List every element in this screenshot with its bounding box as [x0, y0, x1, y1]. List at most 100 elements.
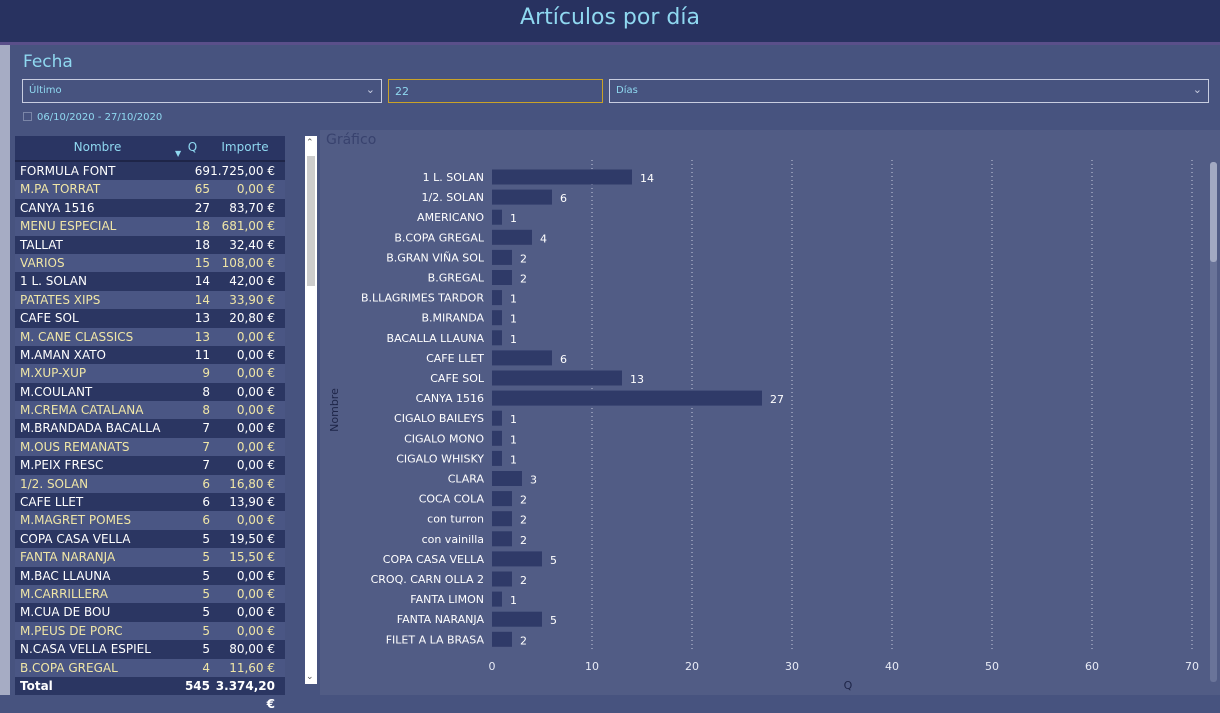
table-row[interactable]: M.AMAN XATO 11 0,00 €	[15, 345, 285, 365]
table-row[interactable]: 1/2. SOLAN 6 16,80 €	[15, 474, 285, 494]
bar	[492, 511, 512, 527]
table-row[interactable]: CAFE SOL 13 20,80 €	[15, 309, 285, 328]
table-row[interactable]: M.CREMA CATALANA 8 0,00 €	[15, 401, 285, 420]
table-row[interactable]: 1 L. SOLAN 14 42,00 €	[15, 272, 285, 291]
table-row[interactable]: COPA CASA VELLA 5 19,50 €	[15, 529, 285, 549]
cell-importe: 0,00 €	[236, 347, 275, 362]
cell-nombre: 1/2. SOLAN	[20, 476, 89, 491]
total-importe: 3.374,20 €	[215, 678, 275, 711]
data-label: 2	[520, 514, 527, 527]
cell-q: 18	[194, 237, 210, 252]
days-input[interactable]: 22	[388, 79, 603, 103]
table-row[interactable]: M. CANE CLASSICS 13 0,00 €	[15, 327, 285, 346]
table-row[interactable]: M.PEUS DE PORC 5 0,00 €	[15, 621, 285, 641]
x-tick-label: 20	[685, 660, 699, 673]
table-row[interactable]: PATATES XIPS 14 33,90 €	[15, 290, 285, 310]
bar	[492, 189, 552, 205]
cell-q: 5	[202, 531, 210, 546]
category-label: CANYA 1516	[416, 392, 484, 405]
x-tick-label: 0	[489, 660, 496, 673]
cell-importe: 13,90 €	[229, 495, 275, 510]
data-label: 2	[520, 574, 527, 587]
data-label: 14	[640, 172, 654, 185]
scroll-thumb[interactable]	[307, 156, 315, 286]
table-scrollbar[interactable]: ⌃ ⌄	[305, 136, 317, 684]
cell-importe: 0,00 €	[236, 403, 275, 418]
cell-nombre: B.COPA GREGAL	[20, 660, 118, 675]
table-row[interactable]: VARIOS 15 108,00 €	[15, 253, 285, 273]
cell-importe: 19,50 €	[229, 531, 275, 546]
chart-title: Gráfico	[326, 132, 377, 148]
total-q: 545	[184, 678, 210, 693]
category-label: FILET A LA BRASA	[386, 633, 485, 646]
cell-importe: 0,00 €	[236, 182, 275, 197]
title-bar: Artículos por día	[0, 0, 1220, 45]
cell-importe: 0,00 €	[236, 329, 275, 344]
cell-importe: 33,90 €	[229, 292, 275, 307]
category-label: FANTA NARANJA	[397, 613, 485, 626]
cell-importe: 0,00 €	[236, 586, 275, 601]
data-label: 27	[770, 393, 784, 406]
cell-q: 13	[194, 311, 210, 326]
table-row[interactable]: N.CASA VELLA ESPIEL 5 80,00 €	[15, 640, 285, 659]
cell-q: 5	[202, 550, 210, 565]
chevron-down-icon: ⌄	[1192, 83, 1202, 96]
cell-nombre: M.PA TORRAT	[20, 182, 101, 197]
table-row[interactable]: M.COULANT 8 0,00 €	[15, 382, 285, 402]
header-nombre[interactable]: Nombre	[73, 140, 122, 154]
cell-nombre: COPA CASA VELLA	[20, 531, 131, 546]
days-value: 22	[395, 85, 409, 98]
cell-nombre: PATATES XIPS	[20, 292, 101, 307]
table-row[interactable]: M.PA TORRAT 65 0,00 €	[15, 180, 285, 199]
table-row[interactable]: M.XUP-XUP 9 0,00 €	[15, 364, 285, 383]
scroll-up-icon[interactable]: ⌃	[306, 138, 314, 148]
header-importe[interactable]: Importe	[221, 140, 269, 154]
table-row[interactable]: MENU ESPECIAL 18 681,00 €	[15, 217, 285, 236]
table-row[interactable]: M.OUS REMANATS 7 0,00 €	[15, 437, 285, 457]
category-label: FANTA LIMON	[410, 593, 484, 606]
category-label: 1/2. SOLAN	[422, 191, 484, 204]
cell-importe: 0,00 €	[236, 384, 275, 399]
cell-nombre: M.PEUS DE PORC	[20, 623, 123, 638]
cell-importe: 0,00 €	[236, 439, 275, 454]
category-label: B.LLAGRIMES TARDOR	[361, 292, 484, 305]
table-row[interactable]: CAFE LLET 6 13,90 €	[15, 493, 285, 512]
table-row[interactable]: FORMULA FONT 69 1.725,00 €	[15, 162, 285, 181]
data-label: 1	[510, 293, 517, 306]
cell-nombre: M.CARRILLERA	[20, 586, 108, 601]
table-row[interactable]: B.COPA GREGAL 4 11,60 €	[15, 658, 285, 677]
mode-dropdown[interactable]: Último ⌄	[22, 79, 382, 103]
header-q[interactable]: Q ▼	[175, 136, 210, 160]
category-label: B.GREGAL	[428, 272, 485, 285]
data-label: 1	[510, 433, 517, 446]
bar	[492, 169, 632, 185]
table-row[interactable]: FANTA NARANJA 5 15,50 €	[15, 548, 285, 567]
table-row[interactable]: M.CUA DE BOU 5 0,00 €	[15, 603, 285, 622]
table-row[interactable]: M.MAGRET POMES 6 0,00 €	[15, 511, 285, 530]
bar	[492, 551, 542, 567]
chart-scrollbar[interactable]	[1210, 162, 1217, 682]
cell-q: 8	[202, 384, 210, 399]
scroll-down-icon[interactable]: ⌄	[306, 672, 314, 682]
cell-q: 6	[202, 513, 210, 528]
table-row[interactable]: TALLAT 18 32,40 €	[15, 235, 285, 254]
category-label: BACALLA LLAUNA	[387, 332, 485, 345]
category-label: B.GRAN VIÑA SOL	[386, 251, 485, 264]
data-label: 2	[520, 494, 527, 507]
table-row[interactable]: M.BAC LLAUNA 5 0,00 €	[15, 566, 285, 585]
chart-scroll-thumb[interactable]	[1210, 162, 1217, 262]
bar	[492, 450, 502, 466]
table-row[interactable]: M.CARRILLERA 5 0,00 €	[15, 584, 285, 604]
cell-nombre: CAFE SOL	[20, 311, 79, 326]
bar	[492, 290, 502, 306]
cell-nombre: M.BAC LLAUNA	[20, 568, 111, 583]
cell-nombre: M.CREMA CATALANA	[20, 403, 144, 418]
table-row[interactable]: CANYA 1516 27 83,70 €	[15, 198, 285, 218]
bar	[492, 631, 512, 647]
x-tick-label: 10	[585, 660, 599, 673]
cell-q: 8	[202, 403, 210, 418]
table-row[interactable]: M.BRANDADA BACALLA 7 0,00 €	[15, 419, 285, 438]
table-row[interactable]: M.PEIX FRESC 7 0,00 €	[15, 456, 285, 475]
category-label: B.MIRANDA	[421, 312, 484, 325]
unit-dropdown[interactable]: Días ⌄	[609, 79, 1209, 103]
